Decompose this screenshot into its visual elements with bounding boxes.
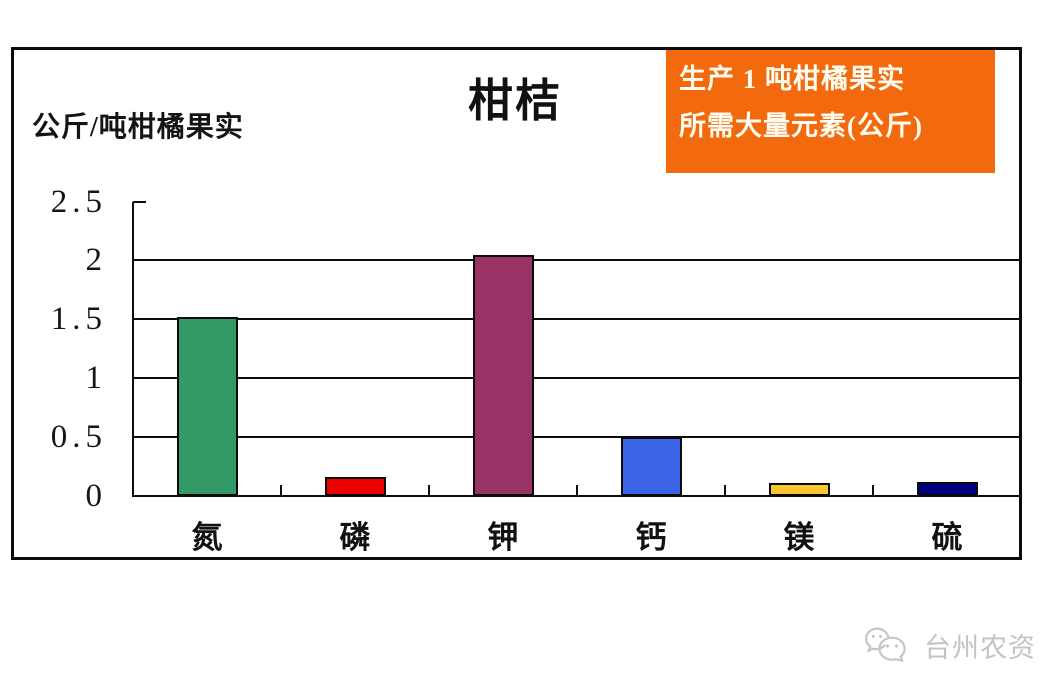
x-axis-tick-1 xyxy=(280,485,282,496)
gridline-1 xyxy=(133,377,1021,380)
y-axis-top-tick xyxy=(133,200,146,203)
legend-line-1: 生产 1 吨柑橘果实 xyxy=(679,64,905,94)
x-category-label-calcium: 钙 xyxy=(635,520,667,555)
y-tick-label-1.5: 1.5 xyxy=(50,301,107,338)
x-axis-tick-4 xyxy=(724,485,726,496)
y-axis xyxy=(132,201,134,496)
x-category-label-potassium: 钾 xyxy=(487,520,519,555)
legend-box: 生产 1 吨柑橘果实 所需大量元素(公斤) xyxy=(666,50,995,173)
bar-potassium xyxy=(472,254,534,496)
x-axis-tick-3 xyxy=(576,485,578,496)
x-category-label-phosphorus: 磷 xyxy=(339,520,371,555)
x-category-label-nitrogen: 氮 xyxy=(191,520,223,555)
bar-sulfur xyxy=(916,481,978,496)
bar-calcium xyxy=(620,437,682,496)
bar-magnesium xyxy=(768,483,830,496)
y-tick-label-0.5: 0.5 xyxy=(50,419,107,456)
bar-nitrogen xyxy=(176,316,238,496)
wechat-icon xyxy=(864,626,906,662)
x-category-label-sulfur: 硫 xyxy=(931,520,963,555)
gridline-2 xyxy=(133,259,1021,262)
x-axis-tick-5 xyxy=(872,485,874,496)
x-axis xyxy=(132,495,1021,497)
y-tick-label-2: 2 xyxy=(85,242,107,279)
y-axis-unit-label: 公斤/吨柑橘果实 xyxy=(32,112,244,143)
bar-phosphorus xyxy=(324,477,386,496)
y-tick-label-0: 0 xyxy=(85,478,107,514)
y-tick-label-2.5: 2.5 xyxy=(50,183,107,220)
x-axis-tick-2 xyxy=(428,485,430,496)
legend-line-2: 所需大量元素(公斤) xyxy=(679,111,923,141)
watermark: 台州农资 xyxy=(864,618,1036,665)
chart-title: 柑桔 xyxy=(467,76,562,126)
gridline-0.5 xyxy=(133,436,1021,439)
y-tick-label-1: 1 xyxy=(85,360,107,397)
watermark-text: 台州农资 xyxy=(924,633,1036,663)
x-category-label-magnesium: 镁 xyxy=(783,520,815,555)
gridline-1.5 xyxy=(133,318,1021,321)
